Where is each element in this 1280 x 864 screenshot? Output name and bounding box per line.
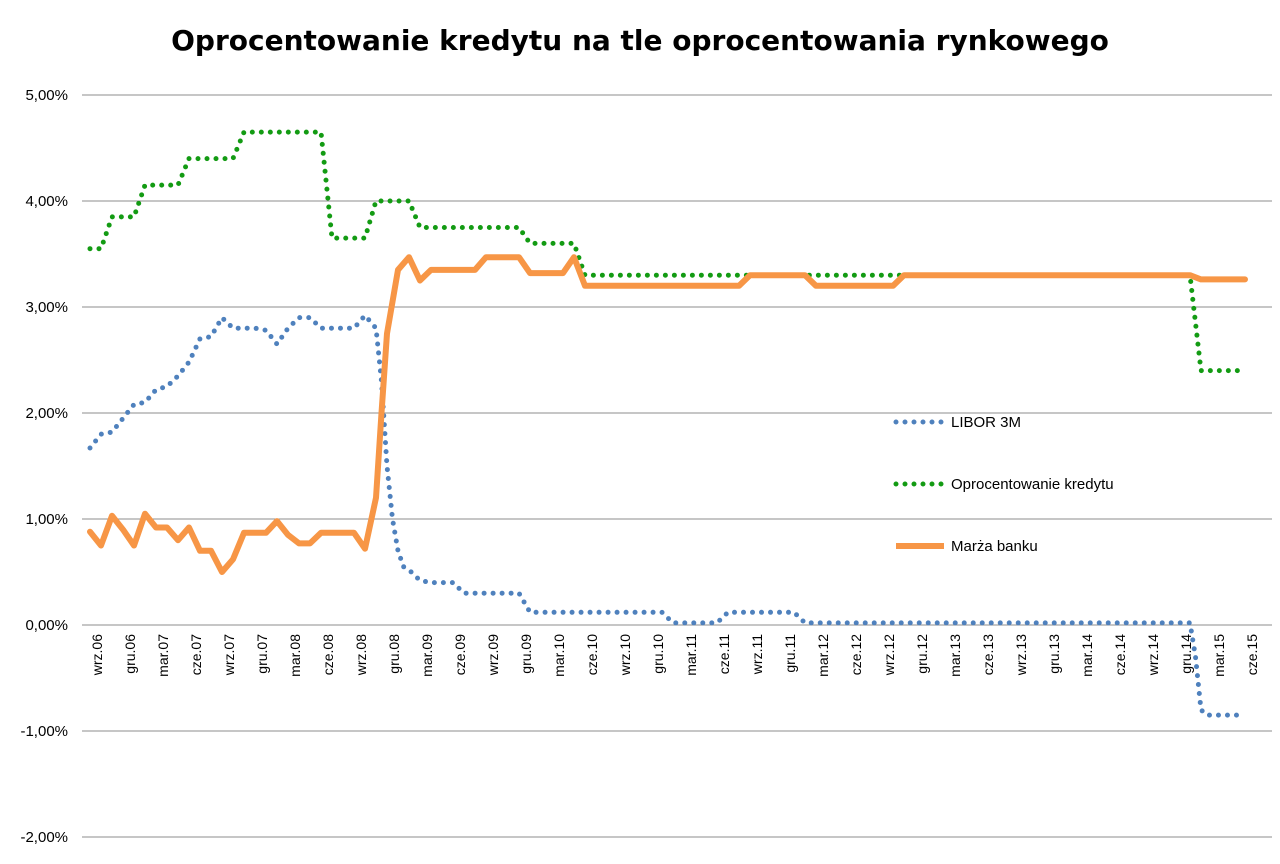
- x-tick-label: cze.14: [1112, 634, 1128, 675]
- x-tick-label: gru.11: [782, 634, 798, 673]
- y-axis-ticks: -2,00% -1,00% 0,00% 1,00% 2,00% 3,00% 4,00% 5,0…: [20, 87, 68, 846]
- legend-label-2: Marża banku: [951, 538, 1038, 555]
- x-tick-label: gru.12: [914, 634, 930, 674]
- x-tick-label: cze.08: [320, 634, 336, 675]
- x-tick-label: wrz.07: [221, 634, 237, 676]
- x-tick-label: wrz.09: [485, 634, 501, 676]
- series-layer: [87, 129, 1248, 718]
- x-tick-label: wrz.06: [89, 634, 105, 676]
- x-tick-label: cze.12: [848, 634, 864, 675]
- x-tick-label: mar.08: [287, 634, 303, 677]
- y-tick-label: 4,00%: [25, 193, 68, 210]
- x-tick-label: cze.13: [980, 634, 996, 675]
- x-tick-label: wrz.12: [881, 634, 897, 676]
- x-tick-label: cze.11: [716, 634, 732, 674]
- x-tick-label: mar.09: [419, 634, 435, 677]
- series-line-2: [87, 254, 1248, 575]
- x-tick-label: wrz.14: [1145, 634, 1161, 676]
- y-tick-label: 2,00%: [25, 405, 68, 422]
- y-tick-label: -2,00%: [20, 829, 68, 846]
- x-tick-label: cze.10: [584, 634, 600, 675]
- series-line-1: [87, 129, 1248, 374]
- x-tick-label: mar.15: [1211, 634, 1227, 677]
- x-tick-label: mar.13: [947, 634, 963, 677]
- x-axis-ticks: wrz.06 gru.06 mar.07 cze.07 wrz.07 gru.07 mar.…: [89, 634, 1260, 677]
- y-tick-label: 3,00%: [25, 299, 68, 316]
- x-tick-label: gru.06: [122, 634, 138, 674]
- x-tick-label: cze.15: [1244, 634, 1260, 675]
- x-tick-label: mar.07: [155, 634, 171, 677]
- series-line-0: [87, 313, 1248, 718]
- y-tick-label: 5,00%: [25, 87, 68, 104]
- x-tick-label: mar.14: [1079, 634, 1095, 677]
- x-tick-label: gru.09: [518, 634, 534, 674]
- x-tick-label: gru.08: [386, 634, 402, 674]
- x-tick-label: mar.12: [815, 634, 831, 677]
- legend-label-0: LIBOR 3M: [951, 414, 1021, 431]
- x-tick-label: gru.10: [650, 634, 666, 674]
- x-tick-label: wrz.10: [617, 634, 633, 676]
- x-tick-label: mar.11: [683, 634, 699, 676]
- x-tick-label: wrz.11: [749, 634, 765, 675]
- grid-layer: [82, 94, 1272, 838]
- x-tick-label: cze.07: [188, 634, 204, 675]
- legend-label-1: Oprocentowanie kredytu: [951, 476, 1114, 493]
- x-tick-label: mar.10: [551, 634, 567, 677]
- legend: LIBOR 3M Oprocentowanie kredytu Marża bank…: [893, 414, 1114, 555]
- x-tick-label: gru.13: [1046, 634, 1062, 674]
- x-tick-label: wrz.13: [1013, 634, 1029, 676]
- chart-title: Oprocentowanie kredytu na tle oprocentow…: [171, 24, 1109, 57]
- y-tick-label: 0,00%: [25, 617, 68, 634]
- x-tick-label: gru.07: [254, 634, 270, 674]
- x-tick-label: wrz.08: [353, 634, 369, 676]
- x-tick-label: cze.09: [452, 634, 468, 675]
- y-tick-label: -1,00%: [20, 723, 68, 740]
- y-tick-label: 1,00%: [25, 511, 68, 528]
- x-tick-label: gru.14: [1178, 634, 1194, 674]
